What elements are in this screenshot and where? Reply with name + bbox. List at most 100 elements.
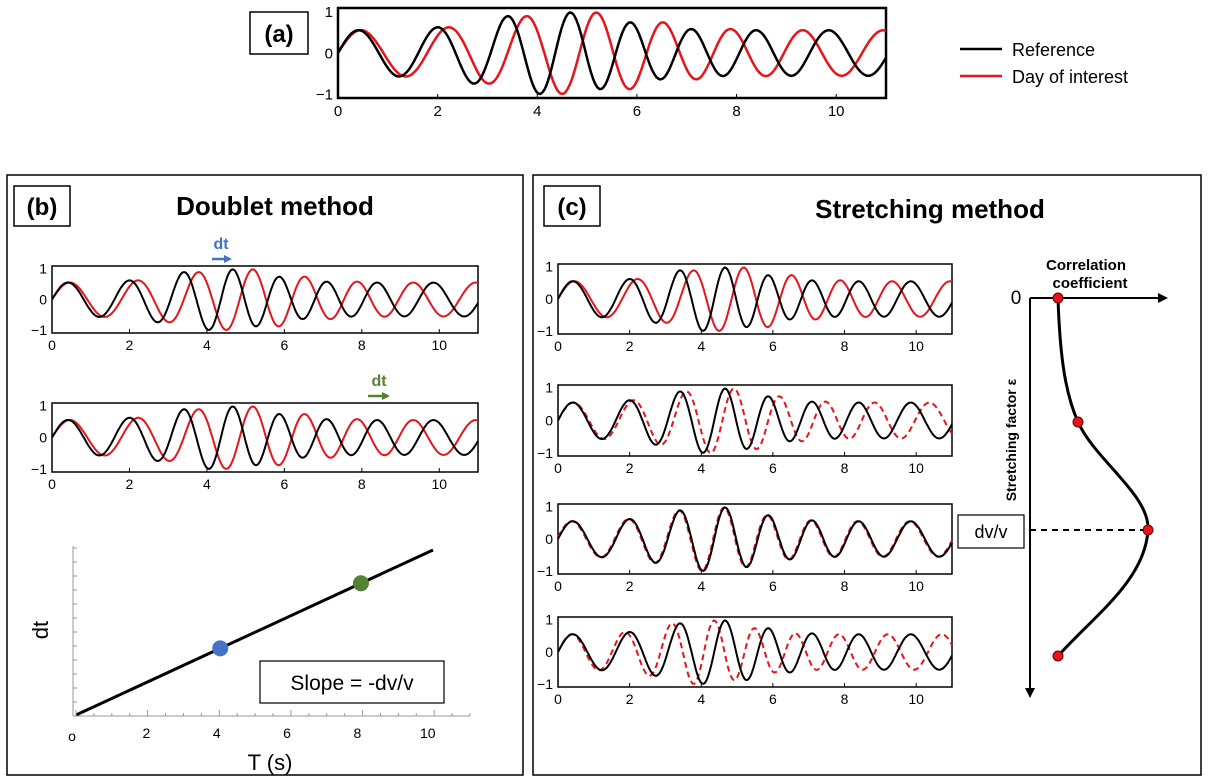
panel-b-frame	[6, 174, 524, 776]
scatter-x-tick-label: 10	[420, 725, 436, 741]
slope-label: Slope = -dv/v	[290, 672, 414, 695]
reference-trace	[557, 387, 953, 454]
y-tick-label: −1	[31, 461, 47, 477]
x-tick-label: 0	[48, 337, 56, 353]
x-tick-label: 2	[433, 103, 441, 120]
x-tick-label: 6	[769, 578, 777, 594]
y-tick-label: −1	[31, 322, 47, 338]
plot-frame	[557, 384, 953, 457]
x-tick-label: 6	[769, 691, 777, 707]
x-tick-label: 10	[431, 337, 447, 353]
x-tick-label: 2	[626, 691, 634, 707]
x-tick-label: 10	[828, 103, 845, 120]
x-tick-label: 0	[48, 476, 56, 492]
y-tick-label: −1	[316, 87, 333, 104]
corr-axis-zero: 0	[1011, 288, 1022, 309]
scatter-y-label: dt	[28, 621, 53, 639]
x-tick-label: 2	[126, 337, 134, 353]
x-tick-label: 6	[633, 103, 641, 120]
corr-title-line-1: Correlation	[1046, 257, 1126, 274]
x-tick-label: 4	[203, 337, 211, 353]
panel-b-label: (b)	[27, 194, 58, 221]
x-tick-label: 4	[697, 460, 705, 476]
y-tick-label: 0	[545, 412, 553, 428]
x-tick-label: 2	[626, 460, 634, 476]
x-tick-label: 0	[554, 578, 562, 594]
scatter-x-tick-label: 8	[354, 725, 362, 741]
plot-frame	[557, 503, 953, 575]
x-tick-label: 10	[908, 460, 924, 476]
y-tick-label: 1	[545, 259, 553, 275]
reference-trace	[51, 405, 479, 470]
x-tick-label: 4	[697, 578, 705, 594]
y-tick-label: 1	[545, 499, 553, 515]
x-tick-label: 10	[908, 691, 924, 707]
panel-b-label-box	[13, 185, 71, 227]
x-tick-label: 2	[126, 476, 134, 492]
slope-line	[75, 548, 434, 717]
scatter-x-label: T (s)	[248, 750, 293, 775]
x-tick-label: 8	[841, 338, 849, 354]
day-of-interest-trace	[557, 266, 953, 332]
panel-c-label-box	[543, 185, 601, 227]
x-tick-label: 2	[626, 578, 634, 594]
doublet-window-2-dt-label: dt	[371, 373, 387, 390]
scatter-point-2	[352, 575, 369, 592]
y-tick-label: −1	[537, 323, 553, 339]
corr-marker-1	[1052, 292, 1064, 304]
reference-trace	[336, 11, 888, 96]
x-tick-label: 6	[769, 460, 777, 476]
y-tick-label: 0	[545, 644, 553, 660]
y-tick-label: −1	[537, 676, 553, 692]
y-tick-label: 1	[39, 261, 47, 277]
x-tick-label: 10	[908, 338, 924, 354]
panel-c-title: Stretching method	[815, 194, 1045, 224]
doublet-window-1-dt-label: dt	[213, 236, 229, 253]
x-tick-label: 8	[841, 578, 849, 594]
x-tick-label: 10	[431, 476, 447, 492]
y-tick-label: 0	[39, 291, 47, 307]
y-tick-label: 1	[325, 4, 333, 21]
x-tick-label: 8	[358, 337, 366, 353]
correlation-curve-plot: Correlation coefficient 0 Stretching fac…	[957, 257, 1168, 698]
corr-title-line-2: coefficient	[1052, 275, 1127, 292]
corr-marker-2	[1072, 416, 1084, 428]
x-tick-label: 8	[841, 460, 849, 476]
x-tick-label: 0	[334, 103, 342, 120]
slope-label-box	[259, 660, 445, 704]
legend-day-of-interest-label: Day of interest	[1012, 67, 1128, 87]
x-tick-label: 10	[908, 578, 924, 594]
x-tick-label: 4	[533, 103, 541, 120]
y-tick-label: 0	[545, 291, 553, 307]
y-tick-label: −1	[537, 445, 553, 461]
scatter-x-tick-label: o	[68, 728, 76, 744]
plot-frame	[336, 6, 888, 100]
dvv-label: dv/v	[974, 522, 1007, 542]
x-tick-label: 8	[358, 476, 366, 492]
day-of-interest-trace	[51, 268, 479, 331]
legend: Reference Day of interest	[960, 40, 1128, 87]
x-tick-label: 8	[732, 103, 740, 120]
day-of-interest-trace	[336, 11, 887, 96]
scatter-x-tick-label: 4	[213, 725, 221, 741]
corr-marker-3	[1142, 524, 1154, 536]
x-tick-label: 0	[554, 460, 562, 476]
reference-trace	[51, 268, 479, 332]
correlation-curve	[1056, 297, 1150, 658]
reference-trace	[557, 619, 953, 685]
panel-b-title: Doublet method	[176, 191, 374, 221]
x-tick-label: 6	[280, 476, 288, 492]
scatter-x-tick-label: 6	[283, 725, 291, 741]
x-tick-label: 0	[554, 338, 562, 354]
reference-trace	[557, 266, 953, 332]
y-tick-label: 0	[39, 429, 47, 445]
panel-c-label: (c)	[557, 194, 586, 221]
